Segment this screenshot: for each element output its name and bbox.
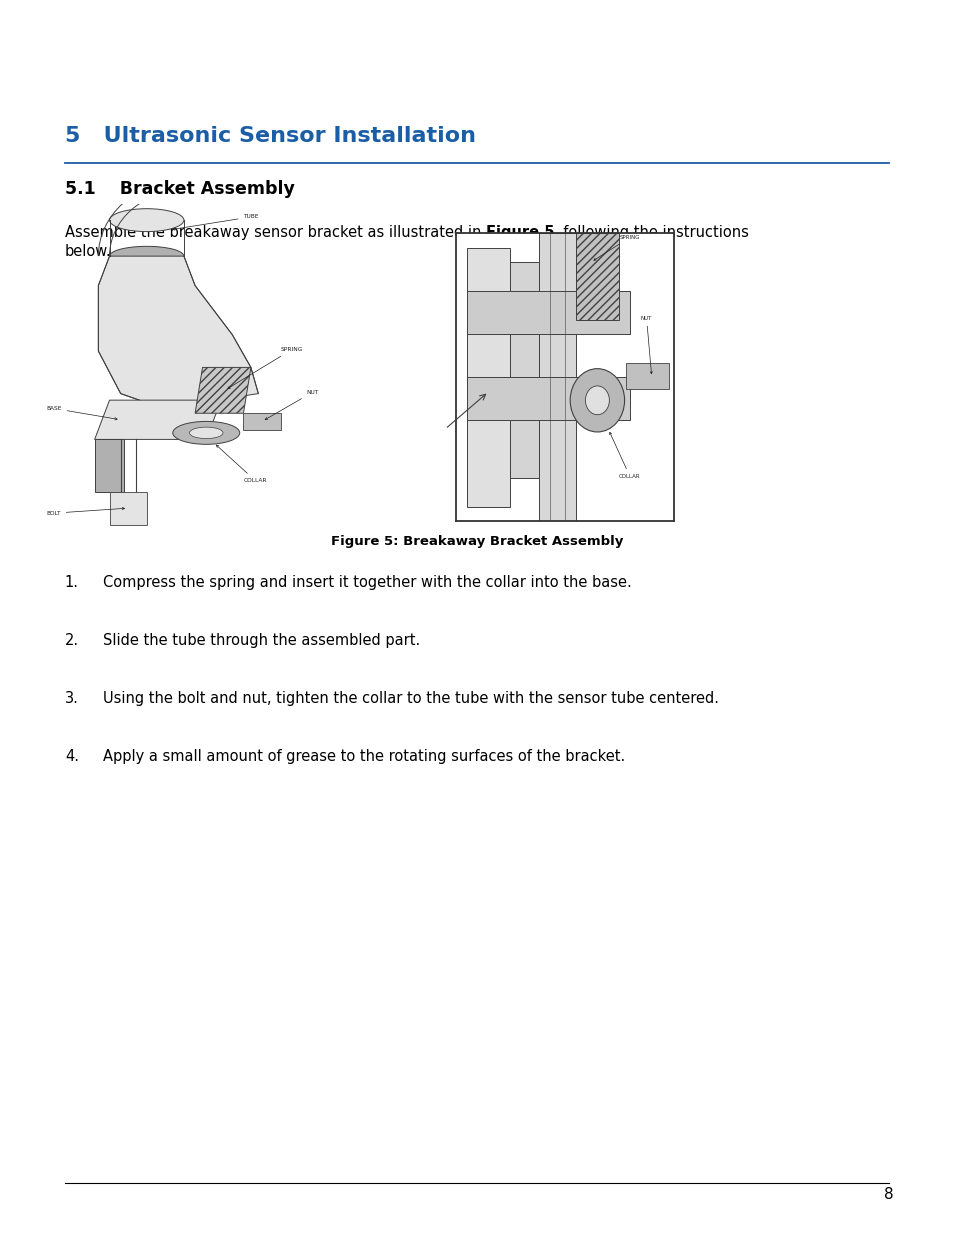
- Polygon shape: [194, 368, 251, 414]
- Polygon shape: [98, 256, 258, 406]
- Text: 5.1    Bracket Assembly: 5.1 Bracket Assembly: [65, 179, 294, 198]
- Text: NUT: NUT: [265, 389, 318, 420]
- Text: 2.: 2.: [65, 634, 79, 648]
- Polygon shape: [243, 414, 280, 430]
- Text: below.: below.: [65, 245, 112, 259]
- Ellipse shape: [110, 209, 184, 232]
- Text: Assemble the breakaway sensor bracket as illustrated in: Assemble the breakaway sensor bracket as…: [65, 225, 485, 240]
- Text: NUT: NUT: [640, 316, 652, 374]
- Text: BOLT: BOLT: [47, 508, 125, 516]
- Text: 4.: 4.: [65, 750, 79, 764]
- Ellipse shape: [585, 385, 609, 415]
- Ellipse shape: [172, 421, 239, 445]
- Polygon shape: [466, 248, 510, 506]
- Text: Using the bolt and nut, tighten the collar to the tube with the sensor tube cent: Using the bolt and nut, tighten the coll…: [103, 692, 719, 706]
- Text: 1.: 1.: [65, 576, 79, 590]
- Text: SPRING: SPRING: [228, 347, 303, 389]
- Text: , following the instructions: , following the instructions: [554, 225, 748, 240]
- Polygon shape: [538, 233, 575, 521]
- Polygon shape: [466, 378, 629, 420]
- Text: TUBE: TUBE: [172, 215, 258, 230]
- Polygon shape: [94, 400, 221, 440]
- Polygon shape: [575, 233, 618, 320]
- Text: 5   Ultrasonic Sensor Installation: 5 Ultrasonic Sensor Installation: [65, 126, 476, 146]
- Text: Figure 5: Breakaway Bracket Assembly: Figure 5: Breakaway Bracket Assembly: [331, 535, 622, 548]
- Polygon shape: [94, 440, 124, 492]
- Polygon shape: [510, 262, 538, 478]
- Text: SPRING: SPRING: [594, 235, 639, 261]
- Ellipse shape: [570, 369, 624, 432]
- Text: BASE: BASE: [47, 406, 117, 420]
- Text: COLLAR: COLLAR: [216, 445, 267, 483]
- Polygon shape: [466, 291, 629, 335]
- Ellipse shape: [190, 427, 223, 438]
- Text: Figure 5: Figure 5: [485, 225, 554, 240]
- Text: 3.: 3.: [65, 692, 79, 706]
- Text: COLLAR: COLLAR: [609, 432, 640, 479]
- Text: Slide the tube through the assembled part.: Slide the tube through the assembled par…: [103, 634, 420, 648]
- Text: 8: 8: [883, 1187, 893, 1202]
- Polygon shape: [625, 363, 668, 389]
- Polygon shape: [110, 492, 147, 525]
- Text: Compress the spring and insert it together with the collar into the base.: Compress the spring and insert it togeth…: [103, 576, 631, 590]
- Ellipse shape: [110, 246, 184, 266]
- Text: Apply a small amount of grease to the rotating surfaces of the bracket.: Apply a small amount of grease to the ro…: [103, 750, 624, 764]
